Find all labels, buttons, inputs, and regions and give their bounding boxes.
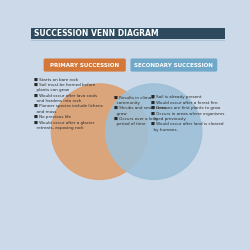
- FancyBboxPatch shape: [31, 28, 225, 39]
- FancyBboxPatch shape: [130, 58, 217, 71]
- FancyBboxPatch shape: [44, 58, 126, 71]
- Text: SUCCESSION VENN DIAGRAM: SUCCESSION VENN DIAGRAM: [34, 29, 159, 38]
- Text: ■ Starts on bare rock
■ Soil must be formed before
  plants can grow
■ Would occ: ■ Starts on bare rock ■ Soil must be for…: [34, 78, 102, 130]
- Circle shape: [106, 84, 202, 180]
- Text: ■ Soil is already present
■ Would occur after a forest fire.
■ Grasses are first: ■ Soil is already present ■ Would occur …: [152, 96, 225, 132]
- Text: SECONDARY SUCCESSION: SECONDARY SUCCESSION: [134, 62, 213, 68]
- Circle shape: [52, 84, 148, 180]
- Text: PRIMARY SUCCESSION: PRIMARY SUCCESSION: [50, 62, 119, 68]
- Text: ■ Results in climax
  community
■ Shrubs and small trees
  grow
■ Occurs over a : ■ Results in climax community ■ Shrubs a…: [114, 96, 166, 126]
